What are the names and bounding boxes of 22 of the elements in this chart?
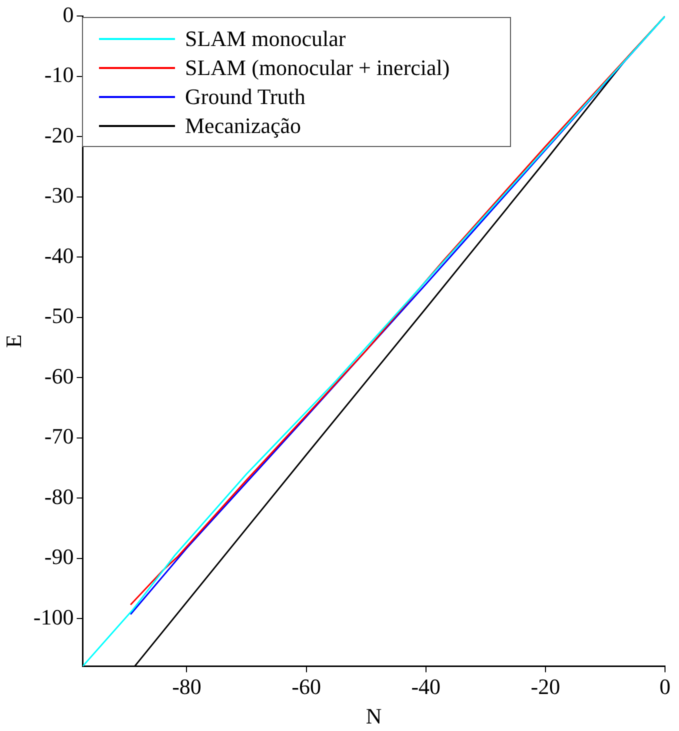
x-axis-title: N xyxy=(366,704,382,729)
y-tick-label: -80 xyxy=(44,484,74,509)
y-tick-label: -50 xyxy=(44,303,74,328)
y-tick-label: -10 xyxy=(44,62,74,88)
legend-label: Ground Truth xyxy=(185,83,306,111)
y-tick-label: -30 xyxy=(44,182,74,208)
y-tick-label: -20 xyxy=(44,122,74,148)
x-tick-label: -40 xyxy=(411,674,441,700)
legend-label: SLAM (monocular + inercial) xyxy=(185,54,450,82)
y-tick-label: -70 xyxy=(44,424,74,449)
y-axis-title: E xyxy=(0,334,26,348)
y-tick-label: 0 xyxy=(62,2,74,27)
y-tick-label: -90 xyxy=(44,544,74,570)
x-tick-label: -60 xyxy=(292,674,321,700)
x-tick-label: -20 xyxy=(530,674,560,700)
legend-label: Mecanização xyxy=(185,112,302,140)
x-tick-label: 0 xyxy=(660,674,670,700)
legend-label: SLAM monocular xyxy=(185,25,346,53)
y-tick-label: -40 xyxy=(44,242,74,268)
y-tick-label: -100 xyxy=(33,604,74,630)
x-tick-label: -80 xyxy=(172,674,202,700)
y-tick-label: -60 xyxy=(44,363,74,388)
